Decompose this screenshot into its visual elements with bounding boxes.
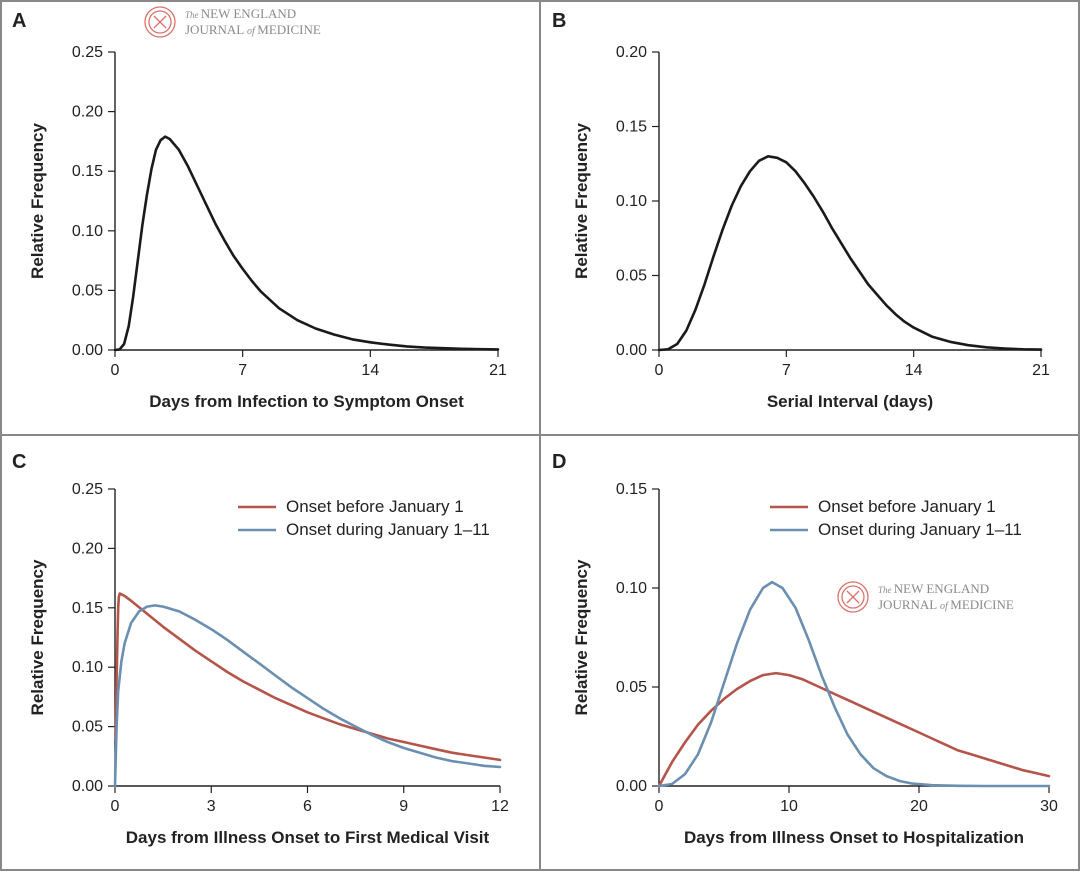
x-tick-label: 0 [111, 362, 120, 379]
logo-small-word: The [878, 585, 894, 595]
series-line-1 [113, 135, 500, 352]
legend-label: Onset during January 1–11 [818, 520, 1022, 539]
x-tick-label: 6 [303, 798, 312, 815]
legend-label: Onset during January 1–11 [286, 520, 490, 539]
y-tick-label: 0.00 [616, 778, 647, 795]
series-line-1 [657, 671, 1051, 788]
x-tick-label: 7 [782, 362, 791, 379]
y-tick-label: 0.05 [616, 268, 647, 285]
x-tick-label: 21 [1032, 362, 1050, 379]
y-tick-label: 0.10 [72, 223, 103, 240]
panel-b: B 0 7 14 21 0.00 0.05 0.10 0.15 0.20 Serial Interv… [552, 10, 1050, 411]
panel-border-b [539, 0, 1080, 436]
y-tick-label: 0.05 [72, 719, 103, 736]
y-tick-label: 0.00 [72, 342, 103, 359]
seal-icon [837, 581, 869, 613]
x-tick-label: 7 [238, 362, 247, 379]
logo-small-word: The [185, 10, 201, 20]
x-tick-label: 0 [655, 362, 664, 379]
logo-small-word: of [247, 26, 257, 37]
logo-word: MEDICINE [950, 597, 1014, 612]
x-axis-label: Days from Infection to Symptom Onset [149, 392, 464, 411]
logo-word: NEW ENGLAND [201, 6, 296, 21]
y-tick-label: 0.15 [72, 600, 103, 617]
logo-word: MEDICINE [257, 22, 321, 37]
x-tick-label: 10 [780, 798, 798, 815]
x-tick-label: 20 [910, 798, 928, 815]
x-tick-label: 12 [491, 798, 509, 815]
x-tick-label: 9 [399, 798, 408, 815]
logo-line-2: JOURNAL of MEDICINE [185, 22, 321, 37]
logo-word: NEW ENGLAND [894, 581, 989, 596]
x-axis-label: Serial Interval (days) [767, 392, 933, 411]
legend-label: Onset before January 1 [286, 497, 464, 516]
y-tick-label: 0.20 [72, 104, 103, 121]
x-tick-label: 0 [111, 798, 120, 815]
y-tick-label: 0.25 [72, 44, 103, 61]
logo-word: JOURNAL [185, 22, 247, 37]
series-line-1 [657, 155, 1043, 352]
seal-inner-ring [148, 10, 172, 34]
y-tick-label: 0.05 [616, 679, 647, 696]
series-line-2 [657, 580, 1051, 788]
logo-line-2: JOURNAL of MEDICINE [878, 597, 1014, 612]
logo-small-word: of [940, 601, 950, 612]
y-tick-label: 0.15 [616, 119, 647, 136]
y-tick-label: 0.00 [616, 342, 647, 359]
y-axis-label: Relative Frequency [28, 559, 47, 715]
x-axis-label: Days from Illness Onset to First Medical… [126, 828, 490, 847]
y-tick-label: 0.20 [616, 44, 647, 61]
y-tick-label: 0.00 [72, 778, 103, 795]
logo-line-1: The NEW ENGLAND [878, 581, 989, 596]
y-tick-label: 0.05 [72, 282, 103, 299]
y-tick-label: 0.15 [72, 163, 103, 180]
panel-d: D 0 10 20 30 0.00 0.05 0.10 0.15 Days from Illnes… [552, 451, 1058, 847]
x-tick-label: 21 [489, 362, 507, 379]
y-tick-label: 0.15 [616, 481, 647, 498]
series-line-1 [114, 592, 502, 762]
y-tick-label: 0.25 [72, 481, 103, 498]
logo-word: JOURNAL [878, 597, 940, 612]
panel-border-a [0, 0, 541, 436]
y-axis-label: Relative Frequency [572, 123, 591, 279]
seal-mark [846, 590, 860, 604]
x-axis-label: Days from Illness Onset to Hospitalizati… [684, 828, 1024, 847]
series-line-2 [113, 604, 502, 788]
x-tick-label: 30 [1040, 798, 1058, 815]
seal-mark [153, 15, 167, 29]
legend-label: Onset before January 1 [818, 497, 996, 516]
y-tick-label: 0.10 [616, 193, 647, 210]
panel-c: C 0 3 6 9 12 0.00 0.05 0.10 0.15 0.20 0.25 Days from… [12, 451, 509, 847]
seal-icon [144, 6, 176, 38]
y-axis-label: Relative Frequency [572, 559, 591, 715]
seal-inner-ring [841, 585, 865, 609]
panel-letter: B [552, 10, 566, 32]
x-tick-label: 14 [361, 362, 379, 379]
x-tick-label: 3 [207, 798, 216, 815]
panel-letter: A [12, 10, 26, 32]
y-tick-label: 0.10 [72, 659, 103, 676]
x-tick-label: 14 [905, 362, 923, 379]
logo-line-1: The NEW ENGLAND [185, 6, 296, 21]
panel-a: A 0 7 14 21 0.00 0.05 0.10 0.15 0.20 0.25 Days from… [12, 10, 507, 411]
x-tick-label: 0 [655, 798, 664, 815]
panel-letter: C [12, 451, 26, 473]
panel-border-d [539, 434, 1080, 871]
y-tick-label: 0.10 [616, 580, 647, 597]
y-axis-label: Relative Frequency [28, 123, 47, 279]
y-tick-label: 0.20 [72, 540, 103, 557]
panel-letter: D [552, 451, 566, 473]
